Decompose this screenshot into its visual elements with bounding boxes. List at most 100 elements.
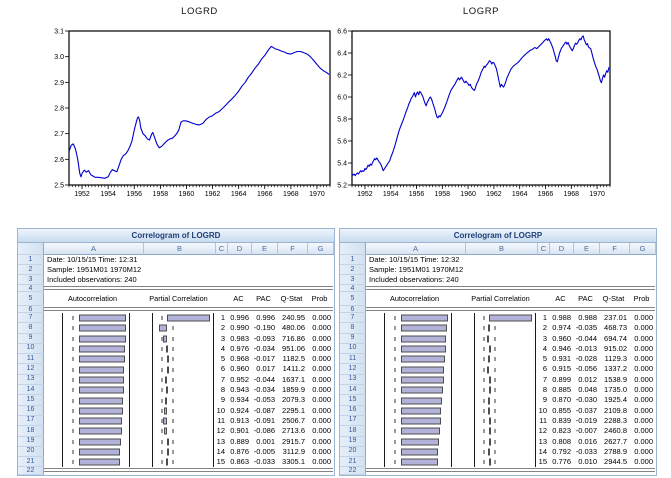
ac-cell: 0.924 (230, 405, 249, 415)
column-letter-F[interactable]: F (600, 243, 630, 255)
column-letter-G[interactable]: G (308, 243, 334, 255)
row-number[interactable]: 5 (340, 292, 366, 306)
row-number[interactable]: 6 (340, 306, 366, 313)
correlation-bar (400, 376, 444, 384)
column-letter-A[interactable]: A (366, 243, 466, 255)
column-letter-C[interactable]: C (538, 243, 550, 255)
pac-cell: 0.001 (256, 436, 275, 446)
table-row: 9 3 0.983 -0.093 716.86 0.000 (18, 333, 334, 344)
column-letter-B[interactable]: B (144, 243, 216, 255)
row-number[interactable]: 8 (340, 323, 366, 334)
row-number[interactable]: 7 (18, 313, 44, 324)
row-number[interactable]: 13 (340, 374, 366, 386)
confidence-band-tick (393, 419, 396, 424)
column-letter-D[interactable]: D (228, 243, 252, 255)
row-number[interactable]: 7 (340, 313, 366, 324)
row-number[interactable]: 9 (340, 333, 366, 344)
row-number[interactable]: 20 (18, 446, 44, 458)
autocorrelation-pane (366, 457, 466, 468)
column-letter-A[interactable]: A (44, 243, 144, 255)
autocorrelation-pane (44, 333, 144, 344)
row-number[interactable]: 11 (340, 354, 366, 365)
lag-cell: 2 (220, 323, 225, 333)
lag-cell: 15 (538, 457, 547, 467)
row-number[interactable]: 12 (18, 364, 44, 375)
row-number[interactable]: 5 (18, 292, 44, 306)
row-number[interactable]: 8 (18, 323, 44, 334)
row-number[interactable]: 18 (340, 426, 366, 437)
autocorrelation-pane (366, 405, 466, 416)
confidence-band-tick (393, 357, 396, 362)
lag-cell: 14 (216, 446, 225, 456)
row-number[interactable]: 16 (340, 405, 366, 416)
corner-cell[interactable] (18, 243, 44, 255)
column-letter-B[interactable]: B (466, 243, 538, 255)
column-letter-G[interactable]: G (630, 243, 656, 255)
lag-cell: 14 (538, 446, 547, 456)
column-letter-E[interactable]: E (252, 243, 278, 255)
row-number[interactable]: 1 (340, 255, 366, 265)
table-row: 20 14 0.792 -0.033 2788.9 0.000 (340, 446, 656, 458)
row-number[interactable]: 1 (18, 255, 44, 265)
column-letter-F[interactable]: F (278, 243, 308, 255)
row-number[interactable]: 12 (340, 364, 366, 375)
row-number[interactable]: 4 (340, 285, 366, 292)
row-number[interactable]: 19 (340, 436, 366, 447)
confidence-band-tick (160, 336, 163, 341)
row-number[interactable]: 14 (18, 385, 44, 396)
corner-cell[interactable] (340, 243, 366, 255)
pac-cell: -0.034 (253, 343, 275, 353)
row-number[interactable]: 22 (18, 467, 44, 476)
bar-pane (474, 405, 536, 416)
column-letter-E[interactable]: E (574, 243, 600, 255)
row-number[interactable]: 10 (340, 343, 366, 355)
table-row: 8 2 0.974 -0.035 468.73 0.000 (340, 323, 656, 334)
column-letter-C[interactable]: C (216, 243, 228, 255)
row-number[interactable]: 10 (18, 343, 44, 355)
row-number[interactable]: 9 (18, 333, 44, 344)
row-number[interactable]: 18 (18, 426, 44, 437)
confidence-band-tick (71, 377, 74, 382)
row-number[interactable]: 21 (340, 457, 366, 468)
table-row: 7 1 0.988 0.988 237.01 0.000 (340, 313, 656, 324)
row-number[interactable]: 3 (18, 275, 44, 285)
confidence-band-tick (160, 439, 163, 444)
row-number[interactable]: 19 (18, 436, 44, 447)
autocorrelation-pane (44, 354, 144, 365)
autocorrelation-pane (366, 395, 466, 406)
column-letter-D[interactable]: D (550, 243, 574, 255)
confidence-band-tick (493, 429, 496, 434)
prob-cell: 0.000 (634, 415, 653, 425)
row-number[interactable]: 14 (340, 385, 366, 396)
qstat-cell: 694.74 (604, 333, 627, 343)
lag-cell: 7 (220, 374, 225, 384)
row-number[interactable]: 11 (18, 354, 44, 365)
bar-pane (62, 343, 130, 355)
row-number[interactable]: 15 (18, 395, 44, 406)
lag-cell: 3 (220, 333, 225, 343)
row-number[interactable]: 2 (340, 265, 366, 275)
row-number[interactable]: 16 (18, 405, 44, 416)
row-number[interactable]: 20 (340, 446, 366, 458)
lag-cell: 5 (220, 354, 225, 364)
row-number[interactable]: 21 (18, 457, 44, 468)
row-number[interactable]: 4 (18, 285, 44, 292)
row-number[interactable]: 17 (340, 415, 366, 427)
table-row: 22 (18, 467, 334, 476)
row-number[interactable]: 13 (18, 374, 44, 386)
qstat-cell: 1637.1 (282, 374, 305, 384)
table-row: 21 15 0.863 -0.033 3305.1 0.000 (18, 457, 334, 468)
row-number[interactable]: 3 (340, 275, 366, 285)
y-tick-label: 6.6 (337, 29, 347, 36)
ac-cell: 0.823 (552, 426, 571, 436)
partial-correlation-pane (466, 395, 538, 406)
row-number[interactable]: 15 (340, 395, 366, 406)
row-number[interactable]: 6 (18, 306, 44, 313)
confidence-band-tick (71, 398, 74, 403)
row-number[interactable]: 22 (340, 467, 366, 476)
confidence-band-tick (493, 388, 496, 393)
row-number[interactable]: 2 (18, 265, 44, 275)
confidence-band-tick (393, 450, 396, 454)
row-number[interactable]: 17 (18, 415, 44, 427)
partial-correlation-pane (466, 364, 538, 375)
